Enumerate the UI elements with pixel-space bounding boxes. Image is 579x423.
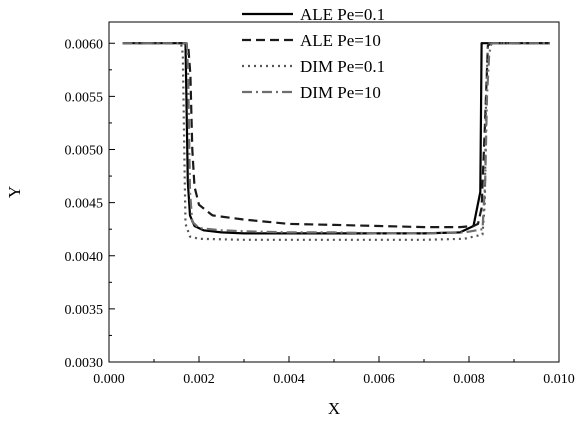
y-tick-label: 0.0055 <box>65 90 104 105</box>
x-tick-label: 0.004 <box>273 372 305 387</box>
y-axis-ticks: 0.0030 0.0035 0.0040 0.0045 0.0050 0.0055 0.00… <box>65 37 115 371</box>
legend-label-1: ALE Pe=0.1 <box>300 5 385 24</box>
y-tick-label: 0.0030 <box>65 356 104 371</box>
series-line-4 <box>122 42 550 235</box>
y-tick-label: 0.0045 <box>65 197 104 212</box>
legend-label-2: ALE Pe=10 <box>300 31 381 50</box>
y-tick-label: 0.0035 <box>65 303 104 318</box>
chart-legend: ALE Pe=0.1 ALE Pe=10 DIM Pe=0.1 DIM Pe=10 <box>242 5 385 102</box>
legend-label-4: DIM Pe=10 <box>300 83 381 102</box>
x-tick-label: 0.010 <box>543 372 575 387</box>
y-tick-label: 0.0060 <box>65 37 104 52</box>
x-tick-label: 0.002 <box>183 372 215 387</box>
x-tick-label: 0.006 <box>363 372 395 387</box>
y-tick-label: 0.0050 <box>65 144 104 159</box>
series-line-2 <box>122 42 550 229</box>
x-tick-label: 0.008 <box>453 372 485 387</box>
y-axis-label: Y <box>5 186 24 198</box>
y-tick-label: 0.0040 <box>65 250 104 265</box>
chart-series-group <box>122 42 550 241</box>
x-axis-ticks: 0.000 0.002 0.004 0.006 0.008 0.010 <box>93 356 575 387</box>
x-tick-label: 0.000 <box>93 372 125 387</box>
legend-label-3: DIM Pe=0.1 <box>300 57 385 76</box>
x-axis-label: X <box>328 399 340 418</box>
